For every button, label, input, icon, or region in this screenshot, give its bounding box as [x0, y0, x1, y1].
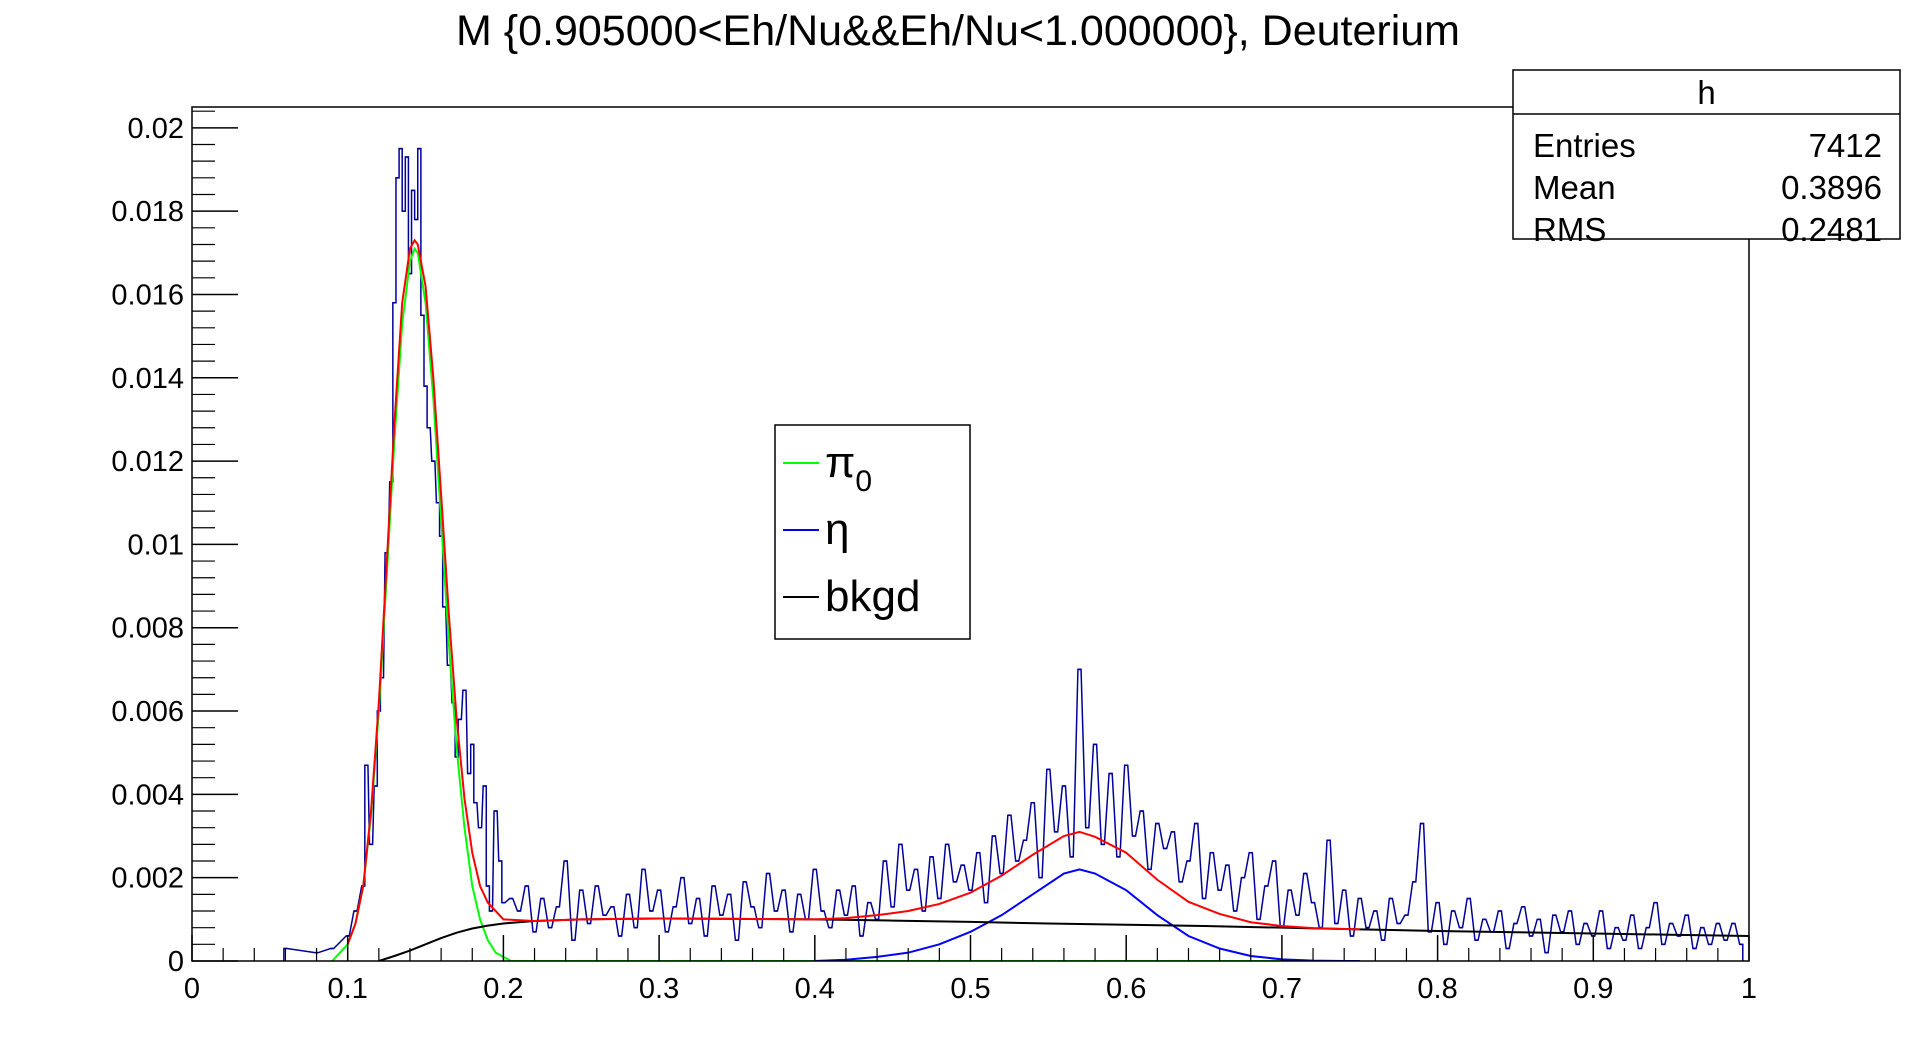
histogram [283, 147, 1744, 961]
y-tick-label: 0.004 [111, 779, 184, 811]
stats-value: 0.3896 [1781, 169, 1882, 206]
x-tick-label: 0.1 [328, 973, 368, 1005]
stats-frame [1512, 69, 1901, 240]
y-tick-label: 0.02 [128, 113, 184, 145]
x-tick-label: 0 [184, 973, 200, 1005]
x-tick-label: 0.5 [950, 973, 990, 1005]
stats-name: h [1697, 74, 1715, 111]
y-tick-label: 0.008 [111, 613, 184, 645]
x-tick-label: 0.8 [1417, 973, 1457, 1005]
legend-label: bkgd [825, 572, 920, 621]
fit-curve-3 [346, 238, 1360, 945]
y-tick-label: 0.018 [111, 196, 184, 228]
y-tick-label: 0.016 [111, 279, 184, 311]
stats-label: Entries [1533, 127, 1636, 164]
legend-label: η [825, 505, 849, 554]
x-tick-label: 0.2 [483, 973, 523, 1005]
y-tick-label: 0.012 [111, 446, 184, 478]
x-tick-label: 0.7 [1262, 973, 1302, 1005]
legend-subscript: 0 [855, 465, 872, 498]
x-tick-label: 0.6 [1106, 973, 1146, 1005]
axes: 0 0.1 0.2 0.3 0.4 0.5 0.6 0.7 0.8 0.9 1 0 0.002 0.004… [111, 106, 1757, 1005]
plot-area [283, 147, 1749, 961]
stats-label: Mean [1533, 169, 1616, 206]
x-tick-label: 1 [1741, 973, 1757, 1005]
x-tick-label: 0.3 [639, 973, 679, 1005]
legend-frame [774, 424, 971, 640]
fit-curve-1 [814, 868, 1360, 961]
chart-title: M {0.905000<Eh/Nu&&Eh/Nu<1.000000}, Deut… [456, 7, 1460, 55]
y-tick-label: 0.014 [111, 363, 184, 395]
stats-value: 7412 [1809, 127, 1882, 164]
x-tick-label: 0.4 [795, 973, 835, 1005]
legend-label: π0 [825, 438, 872, 498]
stats-box: h Entries 7412 Mean 0.3896 RMS 0.2481 [1512, 69, 1901, 248]
stats-label: RMS [1533, 211, 1606, 248]
y-tick-label: 0 [168, 946, 184, 978]
legend: π0 η bkgd [774, 424, 971, 640]
stats-value: 0.2481 [1781, 211, 1882, 248]
x-tick-label: 0.9 [1573, 973, 1613, 1005]
y-tick-label: 0.006 [111, 696, 184, 728]
y-tick-label: 0.002 [111, 863, 184, 895]
y-tick-label: 0.01 [128, 529, 184, 561]
